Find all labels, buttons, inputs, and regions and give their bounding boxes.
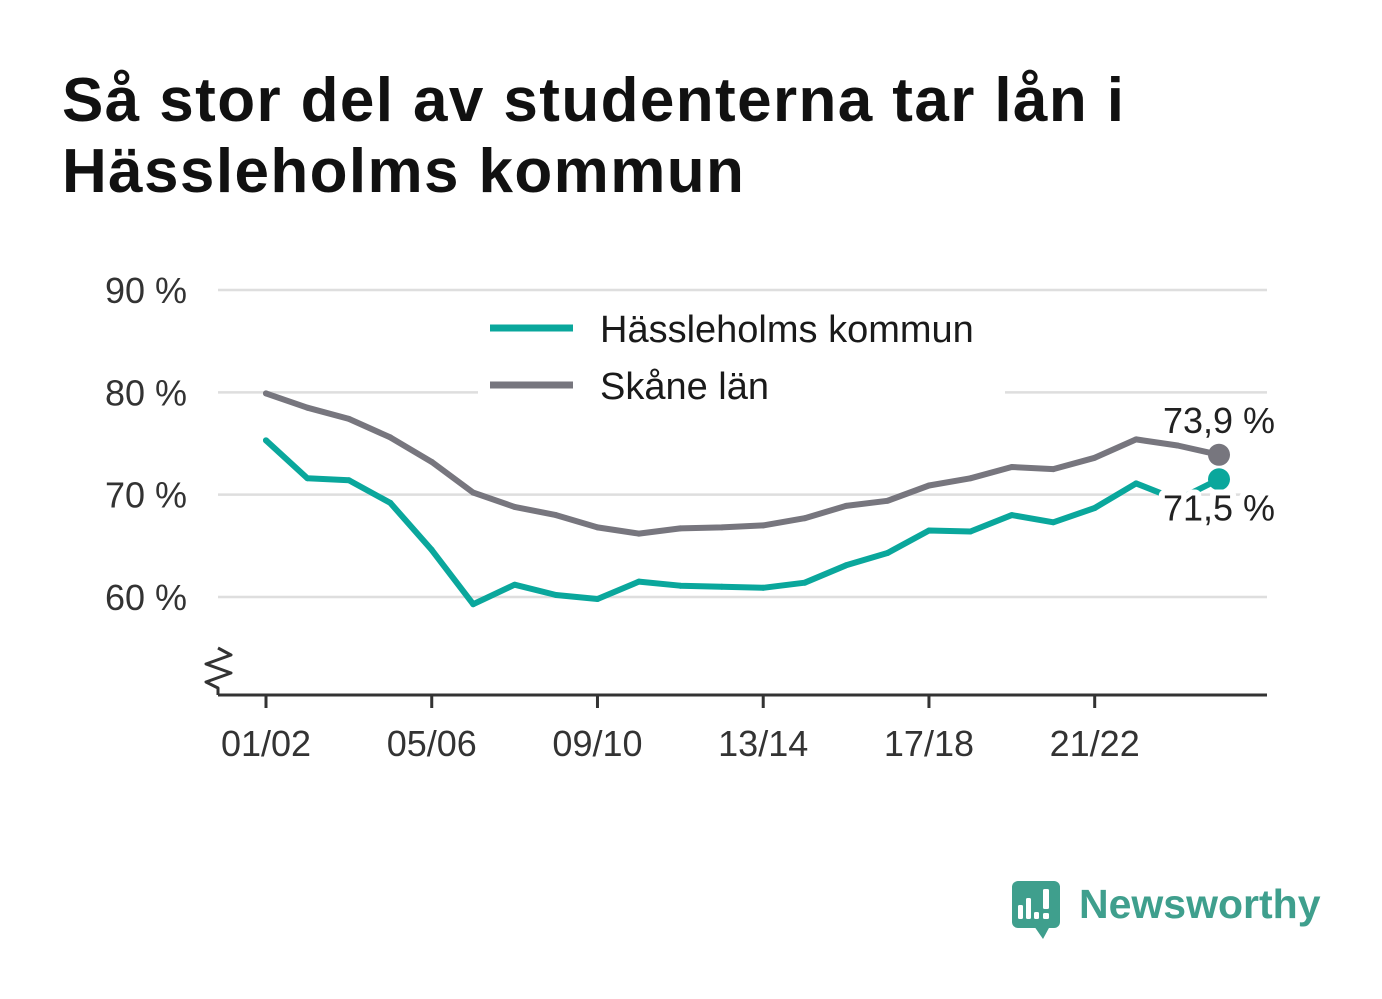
end-point-dot	[1208, 468, 1230, 491]
data-point	[1008, 512, 1015, 519]
end-value-label: 71,5 %	[1163, 487, 1275, 528]
data-point	[635, 530, 642, 537]
y-tick-label: 80 %	[105, 372, 187, 413]
y-axis-labels: 90 % 80 % 70 % 60 %	[105, 270, 187, 618]
data-point	[1174, 442, 1181, 449]
data-point	[345, 477, 352, 484]
y-tick-label: 60 %	[105, 577, 187, 618]
chart-title: Så stor del av studenterna tar lån i Häs…	[62, 66, 1126, 206]
data-point	[926, 482, 932, 489]
end-point-dots	[1208, 443, 1230, 491]
data-point	[801, 579, 808, 586]
data-point	[677, 525, 684, 532]
legend-label: Hässleholms kommun	[600, 309, 974, 351]
data-point	[470, 489, 477, 496]
series-line	[263, 437, 1222, 608]
data-point	[1050, 466, 1057, 473]
y-tick-label: 70 %	[105, 475, 187, 516]
legend-item: Hässleholms kommun	[490, 309, 974, 351]
legend-label: Skåne län	[600, 366, 769, 408]
x-tick-label: 13/14	[718, 723, 808, 764]
data-point	[760, 584, 767, 591]
legend-background	[478, 303, 1005, 410]
data-point	[677, 582, 684, 589]
newsworthy-bar-chart-bubble-icon	[1012, 881, 1060, 939]
x-tick-label: 05/06	[387, 723, 477, 764]
data-point	[967, 475, 974, 482]
series-lines	[263, 390, 1222, 608]
data-point	[263, 437, 269, 444]
end-value-labels: 71,5 % 73,9 %	[1157, 394, 1281, 535]
data-point	[263, 390, 269, 397]
data-point	[1050, 519, 1057, 526]
data-point	[594, 596, 601, 602]
x-axis: 01/02 05/06 09/10 13/14 17/18 21/22	[204, 646, 1267, 764]
data-point	[387, 499, 394, 506]
data-point	[387, 434, 394, 441]
data-point	[760, 522, 767, 529]
end-value-label: 73,9 %	[1163, 400, 1275, 441]
data-point	[553, 512, 559, 519]
data-point	[594, 524, 601, 531]
x-tick-label: 17/18	[884, 723, 974, 764]
data-point	[1174, 496, 1181, 503]
data-point	[1133, 436, 1140, 443]
data-point	[801, 515, 808, 522]
x-axis-ticks: 01/02 05/06 09/10 13/14 17/18 21/22	[221, 695, 1140, 764]
data-point	[884, 550, 891, 556]
legend: Hässleholms kommun Skåne län	[478, 303, 1005, 410]
data-point	[718, 583, 725, 590]
data-point	[511, 581, 518, 588]
x-tick-label: 09/10	[552, 723, 642, 764]
series-line	[263, 390, 1222, 537]
data-point	[304, 404, 311, 411]
data-point	[511, 503, 518, 510]
data-point	[635, 578, 642, 585]
brand-name: Newsworthy	[1079, 881, 1321, 927]
y-tick-label: 90 %	[105, 270, 187, 311]
x-tick-label: 21/22	[1050, 723, 1140, 764]
data-point	[967, 528, 974, 535]
gridlines	[218, 288, 1267, 599]
data-point	[843, 502, 850, 509]
data-point	[428, 546, 435, 553]
data-point	[470, 601, 477, 608]
legend-item: Skåne län	[490, 366, 769, 408]
newsworthy-logo: Newsworthy	[1012, 881, 1321, 939]
data-point	[843, 562, 850, 569]
data-point	[1008, 464, 1015, 470]
axis-break-icon	[204, 646, 233, 695]
data-point	[718, 524, 725, 531]
x-tick-label: 01/02	[221, 723, 311, 764]
data-point	[926, 527, 932, 534]
data-point	[304, 475, 311, 482]
data-point	[553, 592, 559, 598]
data-point	[884, 497, 891, 504]
data-point	[1133, 480, 1140, 487]
end-point-dot	[1208, 443, 1230, 466]
data-point	[345, 415, 352, 422]
data-point	[428, 458, 435, 465]
data-point	[1091, 505, 1098, 511]
data-point	[1091, 454, 1098, 461]
